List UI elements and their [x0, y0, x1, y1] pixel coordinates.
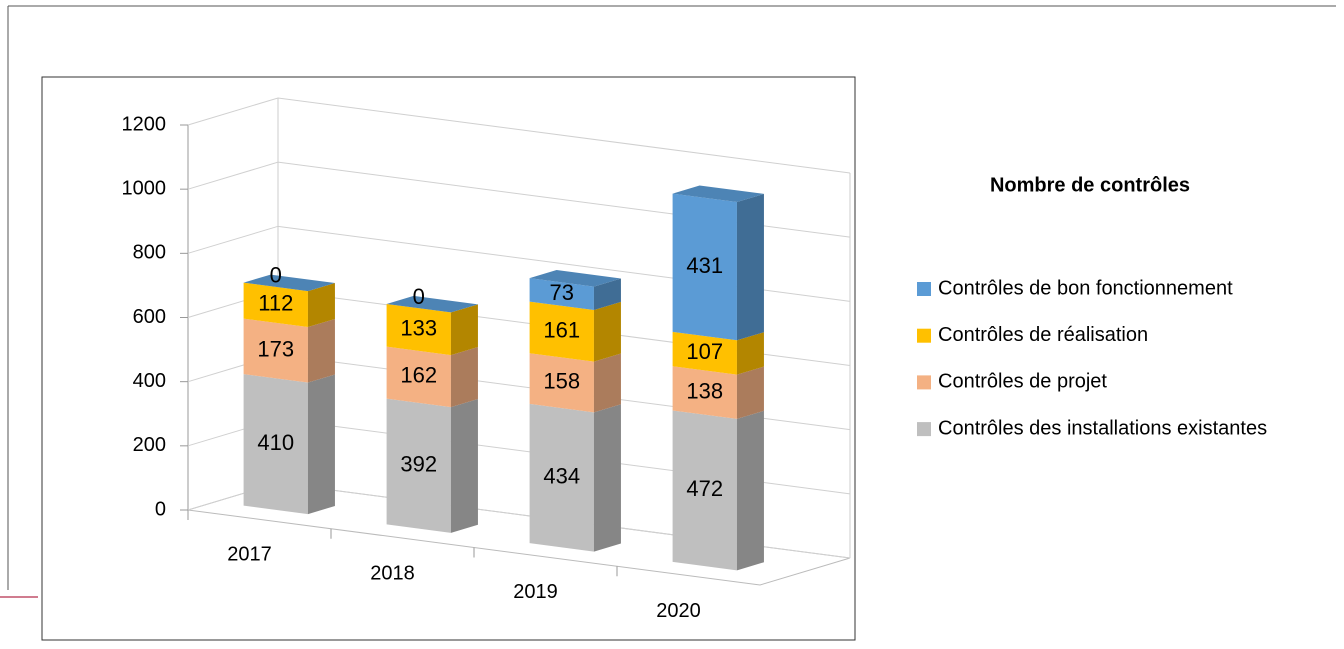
legend-label: Contrôles de réalisation	[938, 324, 1148, 346]
plot-frame	[41, 76, 856, 641]
legend-swatch	[917, 328, 931, 343]
bar-side	[736, 366, 764, 419]
legend-swatch	[917, 422, 931, 437]
bar-front	[529, 353, 594, 413]
data-label: 107	[686, 339, 723, 364]
bar-segment: 107	[672, 331, 764, 375]
bar-front	[672, 331, 737, 375]
bar-segment: 112	[243, 282, 335, 328]
chart-title: Nombre de contrôles	[990, 174, 1190, 196]
legend-label: Contrôles des installations existantes	[938, 417, 1267, 439]
data-label: 162	[400, 363, 437, 388]
bar-segment: 138	[672, 366, 764, 419]
bar-segment: 0	[386, 284, 478, 313]
bar-segment: 410	[243, 374, 335, 515]
grid-line	[187, 97, 851, 174]
legend-label: Contrôles de projet	[938, 371, 1107, 393]
y-tick-label: 200	[133, 434, 166, 456]
grid-line	[187, 225, 851, 302]
x-tick-label: 2017	[227, 544, 272, 566]
data-label: 173	[257, 336, 294, 361]
bar-front	[386, 346, 451, 408]
data-label: 133	[400, 315, 437, 340]
bar-segment: 158	[529, 353, 621, 413]
bar-segment: 161	[529, 301, 621, 362]
x-tick-label: 2019	[513, 581, 558, 603]
data-label: 73	[550, 280, 574, 305]
data-label: 138	[686, 378, 723, 403]
bar-front	[243, 282, 308, 328]
bar-front	[386, 303, 451, 356]
data-label: 392	[400, 452, 437, 477]
bar-front	[243, 374, 308, 515]
bar-front	[672, 193, 737, 341]
bar-side	[736, 410, 764, 571]
data-label: 0	[413, 284, 425, 309]
bar-segment: 472	[672, 410, 764, 571]
bar-side	[450, 304, 478, 356]
bar-segment: 162	[386, 346, 478, 408]
bar-segment: 431	[672, 185, 764, 341]
y-tick-label: 0	[155, 498, 166, 520]
bar-side	[450, 398, 478, 533]
bar-segment: 434	[529, 403, 621, 552]
bar-segment: 133	[386, 303, 478, 356]
data-label: 431	[686, 253, 723, 278]
x-tick-label: 2018	[370, 562, 415, 584]
bar-top	[529, 270, 621, 287]
y-tick-label: 800	[133, 242, 166, 264]
bar-side	[307, 374, 335, 515]
bar-front	[529, 403, 594, 552]
bar-front	[672, 410, 737, 571]
y-tick-label: 1200	[122, 113, 167, 135]
bar-top	[672, 185, 764, 203]
bar-side	[593, 404, 621, 552]
data-label: 112	[258, 291, 293, 316]
bar-side	[736, 332, 764, 375]
bar-front	[243, 318, 308, 383]
bar-side	[593, 353, 621, 413]
y-tick-label: 400	[133, 370, 166, 392]
bar-side	[307, 318, 335, 383]
legend-label: Contrôles de bon fonctionnement	[938, 277, 1233, 299]
bar-segment: 73	[529, 270, 621, 310]
bar-front	[386, 398, 451, 533]
data-label: 434	[543, 464, 580, 489]
bar-top	[386, 295, 478, 313]
bar-front	[529, 301, 594, 362]
bar-front	[529, 278, 594, 310]
data-label: 158	[543, 369, 580, 394]
bar-side	[593, 301, 621, 362]
y-tick-label: 600	[133, 306, 166, 328]
bar-front	[672, 366, 737, 419]
bar-side	[593, 278, 621, 310]
grid-line	[187, 161, 851, 238]
legend-swatch	[917, 282, 931, 296]
bar-side	[736, 193, 764, 341]
data-label: 161	[543, 317, 580, 342]
bar-segment: 392	[386, 398, 478, 533]
y-tick-label: 1000	[122, 177, 167, 199]
data-label: 410	[257, 430, 294, 455]
bar-segment: 0	[243, 263, 335, 292]
bar-top	[243, 274, 335, 292]
data-label: 472	[686, 476, 723, 501]
bar-side	[307, 283, 335, 328]
x-tick-label: 2020	[656, 600, 701, 622]
legend-swatch	[917, 375, 931, 390]
bar-segment: 173	[243, 318, 335, 383]
data-label: 0	[270, 263, 282, 288]
bar-side	[450, 346, 478, 408]
